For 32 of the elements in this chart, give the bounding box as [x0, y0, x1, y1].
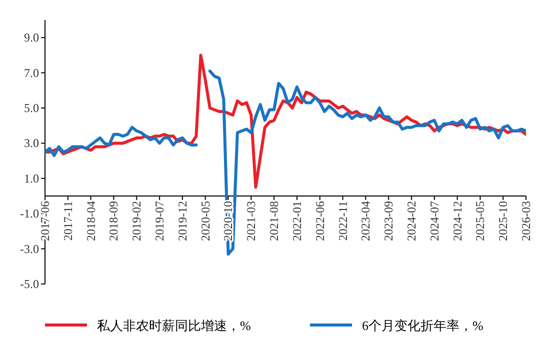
y-tick-label: -1.0	[20, 206, 39, 221]
y-tick-label: 7.0	[24, 66, 39, 80]
x-tick-label: 2018-04	[84, 201, 98, 241]
x-tick-label: 2021-03	[244, 201, 258, 241]
x-tick-label: 2024-02	[404, 201, 418, 241]
legend-label: 6个月变化折年率，%	[362, 318, 484, 333]
y-tick-label: 3.0	[24, 136, 39, 150]
x-tick-label: 2026-03	[519, 201, 533, 241]
y-tick-label: 5.0	[24, 101, 39, 115]
x-tick-label: 2023-09	[382, 201, 396, 241]
x-tick-label: 2020-05	[198, 201, 212, 241]
y-tick-label: 1.0	[24, 171, 39, 186]
x-tick-label: 2019-02	[130, 201, 144, 241]
x-tick-label: 2019-07	[152, 201, 167, 241]
x-tick-label: 2021-08	[267, 201, 282, 241]
y-tick-label: -5.0	[20, 277, 39, 291]
x-tick-label: 2022-01	[290, 201, 304, 241]
y-tick-label: -3.0	[20, 242, 39, 256]
x-tick-label: 2025-05	[473, 201, 488, 241]
y-tick-label: 9.0	[24, 30, 39, 45]
x-tick-label: 2024-12	[450, 201, 464, 241]
x-tick-label: 2024-07	[427, 201, 442, 241]
x-tick-label: 2022-11	[336, 201, 350, 241]
x-tick-label: 2019-12	[175, 201, 190, 241]
x-tick-label: 2023-04	[358, 201, 373, 241]
x-tick-label: 2018-09	[106, 201, 121, 241]
x-tick-label: 2025-10	[496, 201, 510, 241]
x-tick-label: 2017-11	[60, 201, 75, 241]
x-tick-label: 2022-06	[312, 201, 327, 241]
x-tick-label: 2017-06	[38, 201, 52, 241]
legend-label: 私人非农时薪同比增速，%	[97, 318, 251, 333]
x-tick-label: 2020-10	[221, 201, 236, 241]
